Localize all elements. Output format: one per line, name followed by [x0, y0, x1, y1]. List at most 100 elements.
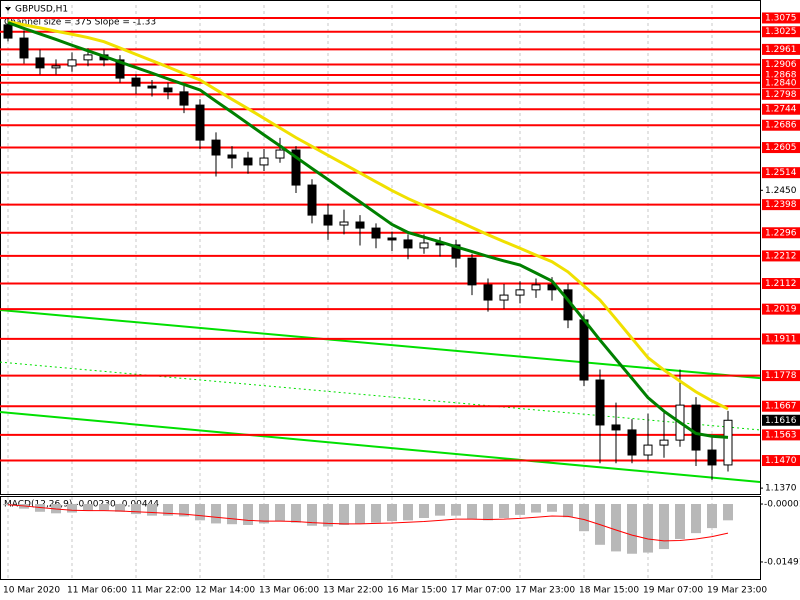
- candle-body: [3, 24, 13, 39]
- macd-y-tick-label: -0.00001: [764, 500, 800, 510]
- candle-body: [611, 424, 621, 431]
- level-label-bg: [762, 167, 800, 179]
- level-label: 1.2212: [765, 251, 797, 261]
- x-tick-label: 18 Mar 15:00: [579, 586, 639, 596]
- channel-line: [0, 308, 761, 380]
- level-label-bg: [762, 103, 800, 115]
- level-label: 1.1911: [765, 334, 797, 344]
- macd-bar: [547, 503, 557, 512]
- level-label-bg: [762, 142, 800, 154]
- macd-bar: [179, 503, 189, 517]
- candle-body: [595, 379, 605, 426]
- macd-panel-frame: [0, 496, 761, 580]
- macd-bar: [99, 503, 109, 511]
- level-label: 1.3025: [765, 27, 797, 37]
- x-tick-label: 17 Mar 07:00: [451, 586, 511, 596]
- macd-bar: [275, 503, 285, 522]
- candle-body: [131, 77, 141, 87]
- level-label-bg: [762, 43, 800, 55]
- level-label-bg: [762, 303, 800, 315]
- candle-body: [451, 244, 461, 259]
- macd-bar: [195, 503, 205, 521]
- x-tick-label: 19 Mar 23:00: [707, 586, 767, 596]
- level-label-bg: [762, 250, 800, 262]
- level-label-bg: [762, 333, 800, 345]
- candle-body: [355, 221, 365, 229]
- level-label-bg: [762, 69, 800, 81]
- level-label: 1.2906: [765, 60, 797, 70]
- moving-average: [7, 21, 729, 439]
- macd-bar: [307, 503, 317, 526]
- level-label: 1.1563: [765, 430, 797, 440]
- macd-bar: [643, 503, 653, 553]
- candle-body: [515, 289, 525, 296]
- macd-bar: [3, 503, 13, 506]
- macd-bar: [403, 503, 413, 521]
- macd-bar: [419, 503, 429, 518]
- level-label: 1.1470: [765, 456, 797, 466]
- macd-bar: [579, 503, 589, 532]
- candle-body: [19, 37, 29, 59]
- candle-body: [35, 57, 45, 69]
- x-tick-label: 13 Mar 22:00: [323, 586, 383, 596]
- level-label-bg: [762, 26, 800, 38]
- level-label-bg: [762, 199, 800, 211]
- candle-body: [323, 214, 333, 226]
- macd-bar: [243, 503, 253, 525]
- macd-bar: [563, 503, 573, 518]
- candle-body: [83, 54, 93, 61]
- level-label: 1.1667: [765, 402, 797, 412]
- macd-bar: [387, 503, 397, 522]
- level-label: 1.2840: [765, 78, 797, 88]
- y-tick-label: 1.2450: [765, 186, 797, 196]
- level-label: 1.2605: [765, 143, 797, 153]
- candle-body: [723, 419, 733, 466]
- macd-bar: [339, 503, 349, 525]
- level-label: 1.2798: [765, 90, 797, 100]
- candle-body: [147, 85, 157, 89]
- candle-body: [339, 221, 349, 226]
- candle-body: [67, 59, 77, 67]
- level-label-bg: [762, 455, 800, 467]
- candle-body: [195, 104, 205, 141]
- candle-body: [499, 294, 509, 301]
- channel-line: [0, 361, 761, 431]
- level-label: 1.3075: [765, 13, 797, 23]
- level-label-bg: [762, 278, 800, 290]
- level-label: 1.2868: [765, 71, 797, 81]
- macd-signal: [7, 504, 729, 542]
- moving-average: [7, 20, 729, 411]
- candle-body: [259, 157, 269, 166]
- x-tick-label: 13 Mar 06:00: [259, 586, 319, 596]
- macd-bar: [115, 503, 125, 512]
- macd-bar: [259, 503, 269, 524]
- last-price-bg: [762, 414, 800, 426]
- candle-body: [627, 429, 637, 456]
- macd-bar: [723, 503, 733, 521]
- level-label: 1.2514: [765, 168, 797, 178]
- level-label-bg: [762, 400, 800, 412]
- level-label: 1.2019: [765, 305, 797, 315]
- channel-info: Channel size = 375 Slope = -1.33: [4, 18, 156, 28]
- macd-bar: [371, 503, 381, 523]
- candle-body: [707, 449, 717, 466]
- macd-bar: [131, 503, 141, 515]
- macd-bar: [531, 503, 541, 513]
- candle-body: [387, 237, 397, 241]
- last-price-label: 1.1616: [765, 416, 797, 426]
- level-label-bg: [762, 12, 800, 24]
- level-label: 1.2686: [765, 121, 797, 131]
- x-tick-label: 12 Mar 14:00: [195, 586, 255, 596]
- macd-bar: [675, 503, 685, 539]
- candle-body: [275, 149, 285, 159]
- main-panel-frame: [0, 0, 761, 495]
- candle-body: [227, 154, 237, 159]
- level-label-bg: [762, 88, 800, 100]
- macd-bar: [467, 503, 477, 519]
- macd-bar: [147, 503, 157, 516]
- candle-body: [579, 319, 589, 381]
- candle-body: [643, 444, 653, 456]
- macd-bar: [211, 503, 221, 524]
